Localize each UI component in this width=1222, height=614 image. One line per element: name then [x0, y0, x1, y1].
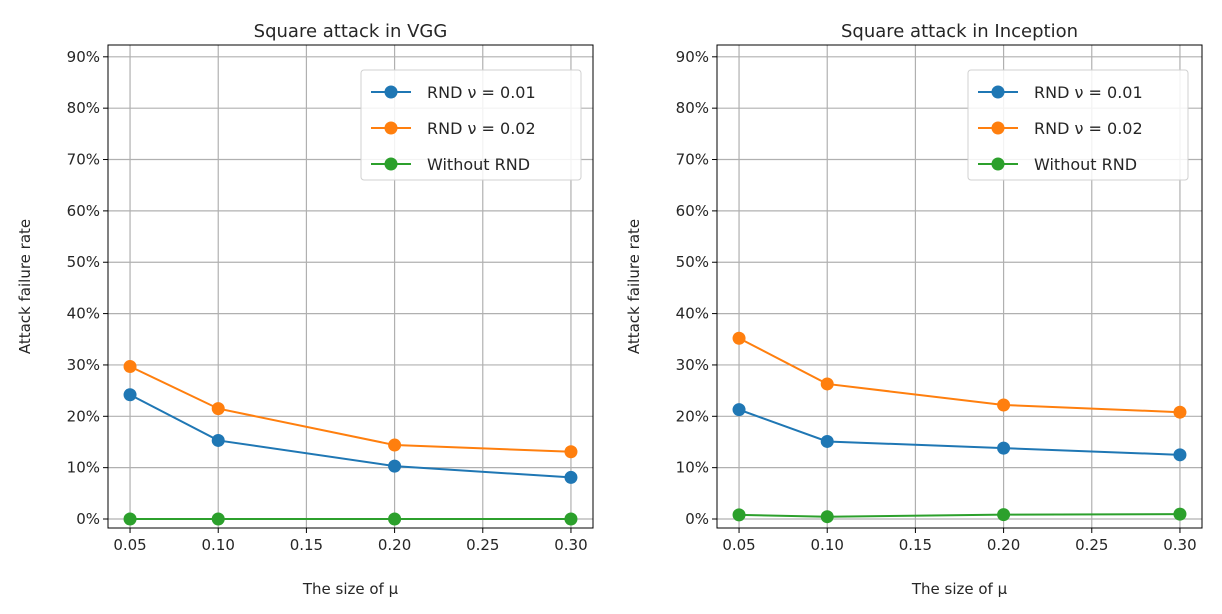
y-tick-label: 40%	[676, 305, 709, 323]
axes-frame	[716, 44, 1203, 529]
data-point	[564, 470, 578, 484]
series-line-0	[129, 393, 572, 479]
y-tick-label: 40%	[67, 305, 100, 323]
y-axis-label: Attack failure rate	[625, 219, 643, 354]
series-line-1	[129, 365, 571, 453]
legend-marker	[384, 121, 398, 135]
data-point	[820, 377, 834, 391]
legend: RND ν = 0.01 RND ν = 0.02 Without RND	[360, 69, 582, 181]
chart-panel-0: 0.05 0.10 0.15 0.20 0.25 0.30 0% 10% 20% 30% 40% 50…	[16, 21, 594, 598]
x-tick-label: 0.10	[202, 536, 235, 554]
series-line-1	[738, 337, 1180, 414]
data-point	[123, 359, 137, 373]
x-tick-label: 0.10	[811, 536, 844, 554]
y-tick-label: 90%	[67, 48, 100, 66]
data-point	[211, 433, 225, 447]
data-point	[564, 445, 578, 459]
x-tick-label: 0.15	[290, 536, 323, 554]
legend-label: RND ν = 0.02	[427, 119, 536, 138]
y-tick-label: 90%	[676, 48, 709, 66]
y-tick-label: 20%	[676, 407, 709, 425]
data-point	[211, 402, 225, 416]
data-point	[388, 438, 402, 452]
x-axis-label: The size of μ	[302, 580, 399, 598]
data-point	[211, 512, 225, 526]
y-tick-label: 10%	[676, 459, 709, 477]
chart-title: Square attack in Inception	[841, 21, 1078, 42]
y-tick-label: 60%	[676, 202, 709, 220]
data-point	[820, 434, 834, 448]
y-tick-label: 50%	[676, 253, 709, 271]
x-tick-label: 0.05	[722, 536, 755, 554]
data-point	[820, 510, 834, 524]
y-tick-label: 30%	[67, 356, 100, 374]
y-tick-label: 10%	[67, 459, 100, 477]
chart-panel-1: 0.05 0.10 0.15 0.20 0.25 0.30 0% 10% 20% 30% 40% 50…	[625, 21, 1203, 598]
legend-marker	[991, 121, 1005, 135]
legend: RND ν = 0.01 RND ν = 0.02 Without RND	[967, 69, 1189, 181]
legend-label: Without RND	[1034, 155, 1137, 174]
legend-marker	[991, 85, 1005, 99]
data-point	[732, 331, 746, 345]
legend-marker	[991, 157, 1005, 171]
data-point	[388, 459, 402, 473]
y-tick-label: 70%	[676, 151, 709, 169]
y-tick-label: 50%	[67, 253, 100, 271]
data-point	[997, 398, 1011, 412]
y-tick-label: 30%	[676, 356, 709, 374]
legend-label: Without RND	[427, 155, 530, 174]
y-tick-label: 70%	[67, 151, 100, 169]
x-tick-label: 0.25	[1075, 536, 1108, 554]
y-tick-label: 20%	[67, 407, 100, 425]
data-point	[123, 512, 137, 526]
legend-label: RND ν = 0.01	[1034, 83, 1143, 102]
data-point	[1173, 507, 1187, 521]
data-point	[732, 403, 746, 417]
series-line-2	[739, 513, 1180, 518]
y-axis-label: Attack failure rate	[16, 219, 34, 354]
legend-label: RND ν = 0.01	[427, 83, 536, 102]
y-tick-label: 60%	[67, 202, 100, 220]
data-point	[123, 388, 137, 402]
data-point	[732, 508, 746, 522]
x-tick-label: 0.05	[113, 536, 146, 554]
legend-box	[360, 69, 582, 181]
data-point	[564, 512, 578, 526]
y-tick-label: 0%	[685, 510, 709, 528]
y-tick-label: 0%	[76, 510, 100, 528]
axes-frame	[107, 44, 594, 529]
data-point	[997, 441, 1011, 455]
data-point	[1173, 405, 1187, 419]
data-point	[1173, 448, 1187, 462]
legend-label: RND ν = 0.02	[1034, 119, 1143, 138]
series-line-0	[738, 408, 1180, 456]
legend-box	[967, 69, 1189, 181]
y-tick-label: 80%	[67, 99, 100, 117]
x-tick-label: 0.15	[899, 536, 932, 554]
x-axis-label: The size of μ	[911, 580, 1008, 598]
x-tick-label: 0.25	[466, 536, 499, 554]
chart-title: Square attack in VGG	[254, 21, 448, 42]
x-tick-label: 0.20	[987, 536, 1020, 554]
legend-marker	[384, 157, 398, 171]
data-point	[388, 512, 402, 526]
x-tick-label: 0.20	[378, 536, 411, 554]
y-tick-label: 80%	[676, 99, 709, 117]
legend-marker	[384, 85, 398, 99]
data-point	[997, 508, 1011, 522]
x-tick-label: 0.30	[1163, 536, 1196, 554]
x-tick-label: 0.30	[554, 536, 587, 554]
